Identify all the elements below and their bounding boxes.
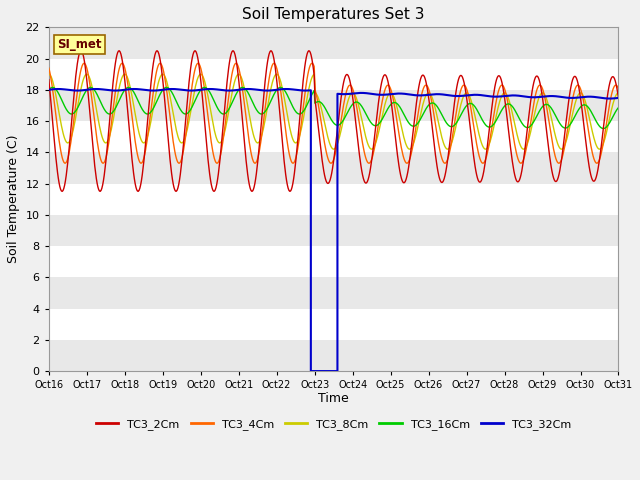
Bar [49, 121, 618, 152]
Bar [49, 27, 618, 59]
Bar [49, 309, 618, 340]
Y-axis label: Soil Temperature (C): Soil Temperature (C) [7, 135, 20, 264]
Title: Soil Temperatures Set 3: Soil Temperatures Set 3 [243, 7, 425, 22]
Legend: TC3_2Cm, TC3_4Cm, TC3_8Cm, TC3_16Cm, TC3_32Cm: TC3_2Cm, TC3_4Cm, TC3_8Cm, TC3_16Cm, TC3… [92, 415, 575, 434]
Bar [49, 277, 618, 309]
Bar [49, 340, 618, 371]
Bar [49, 183, 618, 215]
Bar [49, 59, 618, 90]
Text: SI_met: SI_met [58, 37, 102, 50]
Bar [49, 246, 618, 277]
Bar [49, 152, 618, 183]
X-axis label: Time: Time [318, 392, 349, 405]
Bar [49, 90, 618, 121]
Bar [49, 215, 618, 246]
